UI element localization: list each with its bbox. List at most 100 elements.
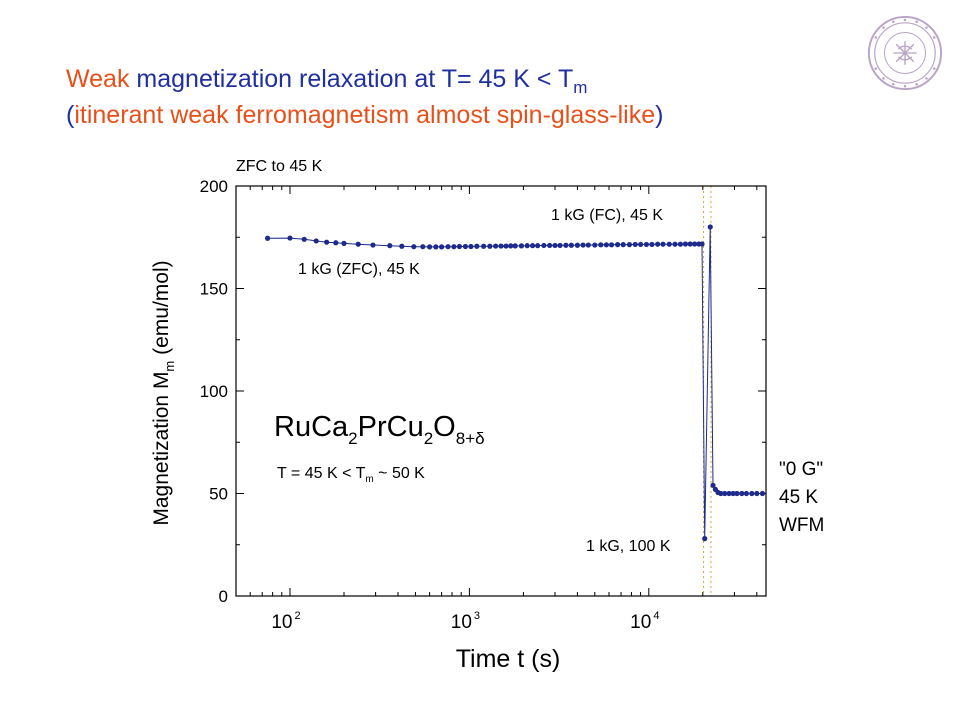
data-point xyxy=(474,243,480,249)
annotation-zfc-to-45k: ZFC to 45 K xyxy=(236,158,323,175)
data-point xyxy=(370,242,376,248)
data-point xyxy=(333,240,339,246)
data-point xyxy=(754,490,760,497)
x-axis-label: Time t (s) xyxy=(456,645,561,673)
data-point xyxy=(592,242,598,248)
data-point xyxy=(313,238,319,244)
data-point xyxy=(518,243,525,249)
data-point xyxy=(547,242,553,249)
annotation-wfm: WFM xyxy=(779,515,824,536)
data-point xyxy=(324,239,330,245)
x-tick-label: 10 2 xyxy=(271,610,300,633)
y-axis-label: Magnetization Mm (emu/mol) xyxy=(150,260,177,525)
data-point xyxy=(508,243,514,249)
data-point xyxy=(718,490,724,497)
data-point xyxy=(487,243,493,249)
data-point xyxy=(535,243,541,249)
data-point xyxy=(687,241,693,247)
title-rest: magnetization relaxation at T= 45 K < T xyxy=(136,65,574,93)
y-tick-labels: 0 50 100 150 200 xyxy=(200,177,228,606)
data-point xyxy=(739,490,745,497)
data-point xyxy=(699,241,705,247)
data-point xyxy=(660,241,666,247)
data-point xyxy=(399,243,405,249)
x-tick-label: 10 3 xyxy=(451,610,480,633)
data-point xyxy=(666,241,672,247)
data-points xyxy=(264,224,766,542)
data-point xyxy=(445,244,451,250)
x-tick-label: 10 4 xyxy=(630,610,659,633)
formula-label: RuCa2PrCu2O8+δ xyxy=(274,411,485,448)
annotation-fc: 1 kG (FC), 45 K xyxy=(551,207,663,224)
title-close-paren: ) xyxy=(655,101,664,129)
data-point xyxy=(355,241,361,247)
y-tick-label: 0 xyxy=(219,587,228,606)
data-point xyxy=(580,242,586,248)
data-point xyxy=(626,242,633,248)
data-point xyxy=(638,241,644,248)
data-point xyxy=(672,241,678,247)
data-point xyxy=(649,241,655,248)
data-point xyxy=(598,242,604,248)
data-point xyxy=(692,241,698,247)
condition-label: T = 45 K < Tm ~ 50 K xyxy=(277,465,425,485)
data-point xyxy=(524,243,530,249)
data-point xyxy=(563,242,569,248)
data-point xyxy=(743,490,750,497)
data-point xyxy=(677,241,684,247)
x-tick-labels: 10 2 10 3 10 4 xyxy=(271,610,659,633)
data-point xyxy=(722,490,728,497)
annotation-0g: "0 G" xyxy=(779,459,823,480)
data-point xyxy=(264,235,271,241)
data-point xyxy=(759,490,766,497)
data-point xyxy=(574,242,581,248)
university-seal-icon xyxy=(867,15,943,91)
title-word-weak: Weak xyxy=(66,65,130,93)
data-point xyxy=(493,243,499,249)
data-point xyxy=(451,244,457,250)
data-point xyxy=(481,243,487,249)
data-point xyxy=(552,242,558,249)
title-subtitle-text: itinerant weak ferromagnetism almost spi… xyxy=(74,101,656,129)
data-point xyxy=(603,242,609,248)
data-point xyxy=(734,490,740,497)
data-point xyxy=(620,242,626,248)
data-point xyxy=(643,241,650,248)
data-point xyxy=(615,242,621,248)
data-point xyxy=(439,244,445,250)
data-point xyxy=(512,243,518,249)
slide-title-line-1: Weak magnetization relaxation at T= 45 K… xyxy=(66,64,587,103)
data-point xyxy=(655,241,661,247)
y-tick-label: 150 xyxy=(200,280,228,299)
data-point xyxy=(456,243,463,250)
title-open-paren: ( xyxy=(66,101,75,129)
data-point xyxy=(568,242,574,248)
data-point xyxy=(726,490,732,497)
data-point xyxy=(702,536,708,542)
data-point xyxy=(541,242,547,249)
title-subscript: m xyxy=(573,78,588,97)
data-point xyxy=(682,241,689,247)
y-tick-label: 50 xyxy=(209,485,228,504)
plot-frame xyxy=(235,185,767,597)
slide-title-line-2: (itinerant weak ferromagnetism almost sp… xyxy=(66,100,663,130)
y-tick-label: 200 xyxy=(200,177,228,196)
data-point xyxy=(710,482,716,488)
data-point xyxy=(420,244,426,250)
data-point xyxy=(503,243,509,249)
data-point xyxy=(341,240,347,246)
y-tick-label: 100 xyxy=(200,382,228,401)
data-point xyxy=(433,244,439,250)
data-point xyxy=(557,242,563,249)
data-point xyxy=(749,490,755,497)
data-point xyxy=(608,242,615,248)
data-point xyxy=(387,243,393,249)
data-point xyxy=(707,224,713,230)
data-point xyxy=(301,236,307,242)
data-point xyxy=(585,242,591,248)
data-point xyxy=(730,490,736,497)
annotation-zfc: 1 kG (ZFC), 45 K xyxy=(298,261,420,278)
data-point xyxy=(498,243,504,249)
data-point xyxy=(529,243,536,249)
